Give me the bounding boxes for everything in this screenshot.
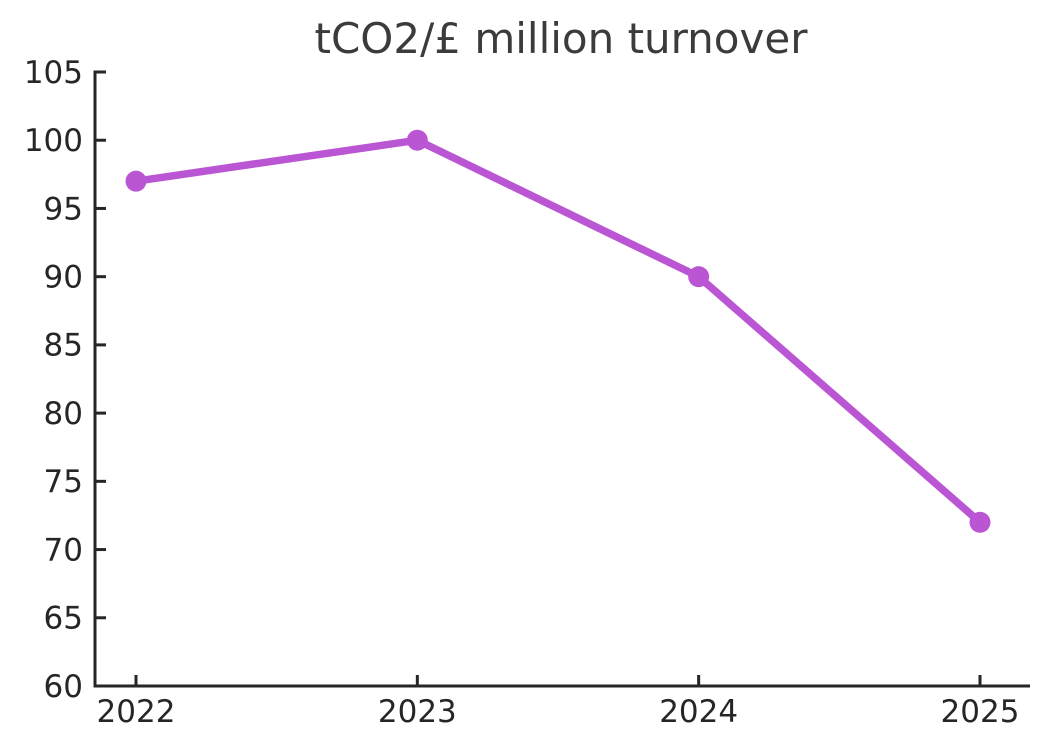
axes: 60 65 70 75 80 85 90 95 100 105 2022 2023 2024 2025	[24, 55, 1030, 730]
data-point-2022	[125, 170, 147, 192]
x-axis-tick-label: 2023	[378, 694, 457, 730]
x-axis-tick-label: 2025	[941, 694, 1020, 730]
x-axis-tick-label: 2024	[659, 694, 738, 730]
y-axis-tick-label: 95	[44, 191, 83, 227]
y-axis-tick-label: 100	[24, 123, 83, 159]
y-axis-tick-label: 75	[44, 464, 83, 500]
y-axis-tick-label: 105	[24, 55, 83, 91]
data-series	[125, 129, 991, 533]
y-axis-tick-label: 90	[44, 260, 83, 296]
data-point-2024	[688, 266, 710, 288]
chart-title: tCO2/£ million turnover	[315, 14, 809, 63]
y-axis-tick-label: 70	[44, 532, 83, 568]
y-axis-tick-label: 60	[44, 669, 83, 705]
x-axis-tick-label: 2022	[97, 694, 176, 730]
y-axis-tick-label: 80	[44, 396, 83, 432]
data-point-2025	[969, 511, 991, 533]
series-line	[132, 136, 984, 527]
y-axis-tick-label: 85	[44, 328, 83, 364]
data-point-2023	[406, 129, 428, 151]
y-axis-tick-label: 65	[44, 601, 83, 637]
